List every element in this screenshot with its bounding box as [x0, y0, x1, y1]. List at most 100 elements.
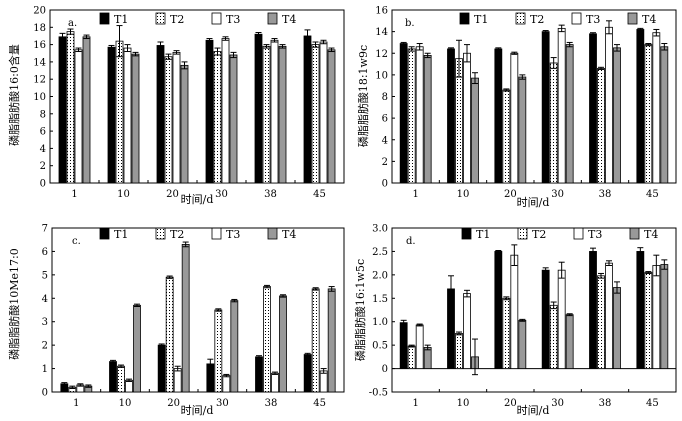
legend-swatch-t3 — [571, 12, 582, 25]
bar-d-t3-10 — [463, 293, 471, 369]
bar-b-t1-20 — [494, 48, 503, 184]
x-tick-label: 1 — [73, 398, 79, 409]
x-tick-label: 20 — [504, 398, 517, 409]
bar-d-t1-30 — [541, 269, 550, 369]
bar-a-t1-30 — [205, 39, 214, 184]
legend-label-t4: T4 — [282, 228, 296, 241]
legend-swatch-t1 — [99, 227, 110, 240]
y-tick-label: -0.5 — [369, 388, 388, 399]
y-tick-label: 8 — [382, 92, 388, 103]
y-tick-label: 4 — [382, 135, 388, 146]
bar-a-t1-10 — [107, 46, 116, 184]
y-tick-label: 10 — [375, 70, 388, 81]
plot-d: -0.5 0 0.5 1.0 1.5 2.0 2.5 3.0 1 10 20 30 38 45 — [369, 224, 677, 409]
x-tick-label: 45 — [313, 398, 326, 409]
x-tick-label: 1 — [71, 189, 77, 200]
legend-swatch-t4 — [267, 12, 278, 25]
bar-a-t3-30 — [221, 38, 230, 184]
bar-b-t1-1 — [399, 43, 408, 184]
x-tick-label: 1 — [412, 398, 418, 409]
legend-label-t4: T4 — [642, 13, 656, 26]
bar-a-t3-20 — [172, 51, 181, 184]
bar-b-t3-45 — [652, 32, 661, 184]
bar-b-t2-30 — [549, 62, 558, 184]
y-tick-label: 14 — [375, 27, 388, 38]
bar-d-t1-38 — [589, 251, 597, 369]
bar-c-t4-30 — [230, 300, 239, 393]
y-tick-label: 2 — [42, 341, 48, 352]
bar-a-t2-45 — [311, 44, 320, 184]
y-tick-label: 0 — [42, 388, 48, 399]
bar-b-t2-20 — [502, 89, 511, 184]
bar-d-t2-20 — [502, 297, 511, 369]
panel-a: a. 磷脂脂肪酸16:0含量 时间/d T1 T2 T3 T4 02468101214… — [7, 6, 345, 206]
plot-frame-d — [391, 227, 677, 393]
bar-d-t4-38 — [613, 287, 621, 369]
y-tick-label: 3.0 — [372, 224, 388, 235]
bar-d-t4-20 — [518, 319, 527, 369]
y-tick-label: 0 — [382, 364, 388, 375]
x-tick-label: 38 — [599, 189, 612, 200]
bar-b-t1-10 — [447, 48, 455, 184]
bar-a-t2-38 — [262, 45, 271, 184]
legend-swatch-t4 — [627, 12, 638, 25]
y-tick-label: 6 — [382, 114, 388, 125]
bar-c-t1-38 — [255, 356, 263, 393]
plot-frame-b — [391, 9, 677, 184]
bar-c-t2-10 — [117, 365, 125, 393]
legend-label-t2: T2 — [532, 228, 546, 241]
y-tick-label: 1.5 — [372, 294, 388, 305]
panel-d-xlabel: 时间/d — [517, 404, 550, 417]
bar-b-t3-38 — [605, 26, 613, 184]
y-tick-label: 2.0 — [372, 270, 388, 281]
bar-a-t4-45 — [327, 49, 336, 184]
bar-d-t4-1 — [423, 347, 432, 369]
x-tick-label: 38 — [599, 398, 612, 409]
bar-b-t1-38 — [589, 33, 597, 184]
x-tick-label: 30 — [215, 189, 228, 200]
legend-label-t2: T2 — [170, 13, 184, 26]
y-tick-label: 5 — [42, 270, 48, 281]
bar-b-t1-45 — [636, 29, 645, 184]
bar-a-t2-1 — [66, 31, 75, 184]
bar-d-t3-1 — [415, 324, 424, 369]
panel-c: c. 磷脂脂肪酸10Me17:0 时间/d T1 T2 T3 T4 012345671… — [7, 224, 345, 417]
legend-label-t1: T1 — [474, 13, 488, 26]
panel-c-xlabel: 时间/d — [181, 404, 214, 417]
bar-c-t3-45 — [319, 370, 328, 393]
bar-b-t4-38 — [613, 47, 621, 184]
legend-label-t3: T3 — [586, 13, 600, 26]
y-tick-label: 8 — [40, 109, 46, 120]
y-tick-label: 7 — [42, 224, 48, 235]
x-tick-label: 20 — [167, 398, 180, 409]
panel-b-xlabel: 时间/d — [517, 196, 550, 209]
bar-a-t1-20 — [156, 45, 165, 184]
legend-label-t3: T3 — [226, 228, 240, 241]
bar-b-t2-45 — [644, 44, 653, 184]
x-tick-label: 10 — [457, 189, 470, 200]
bar-c-t1-20 — [157, 344, 166, 393]
x-tick-label: 30 — [551, 189, 564, 200]
x-tick-label: 1 — [412, 189, 418, 200]
legend-label-t4: T4 — [644, 228, 658, 241]
legend-swatch-t2 — [515, 12, 526, 25]
legend-c: T1 T2 T3 T4 — [99, 227, 296, 241]
legend-swatch-t4 — [267, 227, 278, 240]
y-tick-label: 12 — [375, 49, 388, 60]
bar-b-t3-1 — [415, 46, 424, 184]
bar-d-t4-30 — [565, 314, 574, 369]
x-tick-label: 45 — [646, 398, 659, 409]
legend-swatch-t3 — [573, 227, 584, 240]
x-tick-label: 30 — [216, 398, 229, 409]
bar-b-t4-10 — [471, 77, 479, 184]
y-tick-label: 12 — [33, 75, 46, 86]
bar-d-t2-38 — [597, 275, 605, 369]
y-tick-label: 0 — [382, 179, 388, 190]
bar-d-t3-45 — [652, 265, 661, 369]
legend-label-t2: T2 — [530, 13, 544, 26]
bar-b-t4-30 — [565, 44, 574, 184]
bar-c-t3-30 — [222, 375, 231, 393]
bar-a-t3-1 — [74, 49, 83, 184]
x-tick-label: 30 — [551, 398, 564, 409]
